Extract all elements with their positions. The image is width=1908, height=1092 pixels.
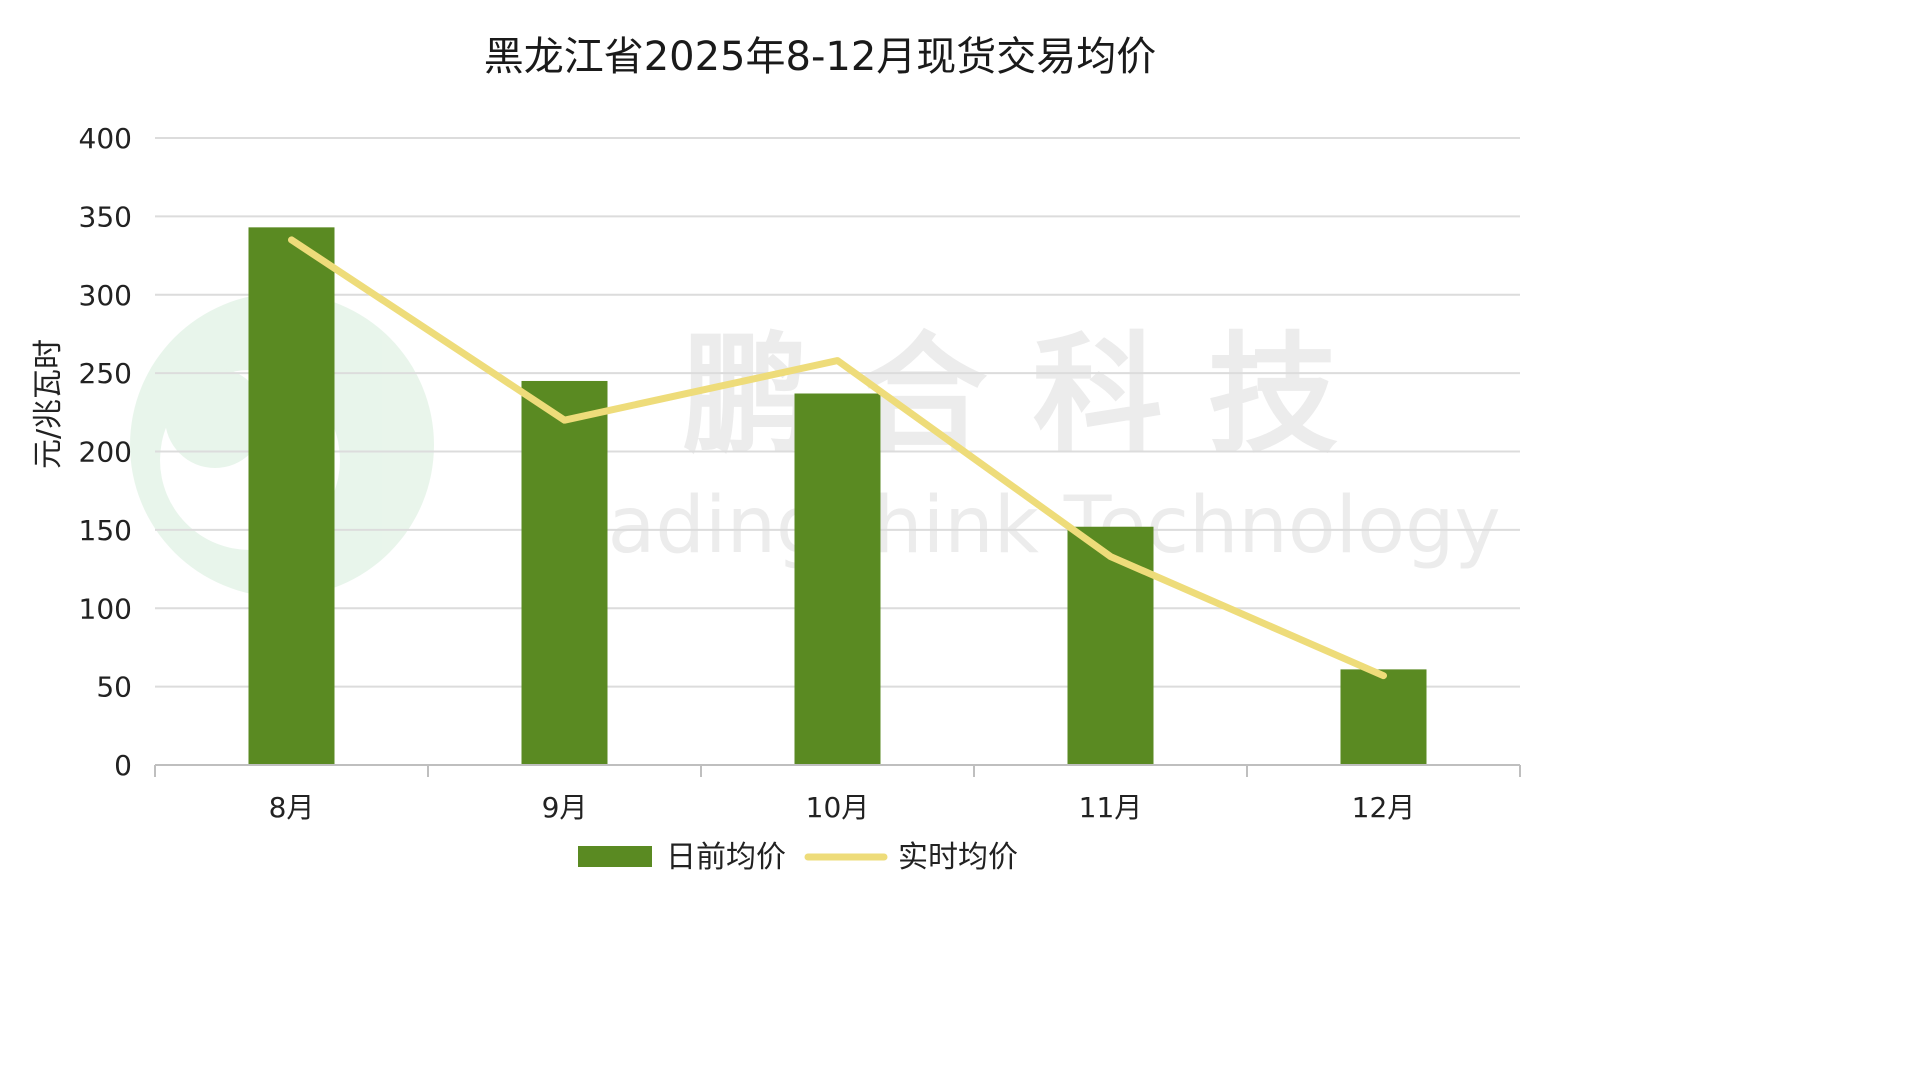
- y-tick-label: 350: [79, 200, 132, 233]
- legend: 日前均价 实时均价: [578, 840, 1018, 875]
- y-tick-label: 200: [79, 436, 132, 469]
- chart-canvas: 鹏 合 科 技 TradingThink Technology 黑龙江省2025…: [31, 34, 1521, 875]
- x-tick-label: 11月: [1079, 791, 1143, 824]
- line-point: [1381, 673, 1386, 678]
- y-axis-title: 元/兆瓦时: [31, 339, 66, 469]
- bar: [1067, 526, 1154, 765]
- y-tick-label: 50: [96, 671, 132, 704]
- line-point: [835, 358, 840, 363]
- x-tick-label: 12月: [1352, 791, 1416, 824]
- line-point: [1108, 554, 1113, 559]
- y-tick-label: 0: [114, 749, 132, 782]
- x-tick-label: 8月: [269, 791, 315, 824]
- watermark-en: TradingThink Technology: [538, 481, 1500, 571]
- bar: [1340, 669, 1427, 765]
- y-tick-label: 300: [79, 279, 132, 312]
- bar-series: [248, 227, 1427, 765]
- legend-swatch-bar: [578, 846, 652, 867]
- x-tick-labels: 8月 9月 10月 11月 12月: [269, 791, 1416, 824]
- bar: [248, 227, 335, 765]
- line-point: [562, 418, 567, 423]
- watermark-cn: 鹏 合 科 技: [682, 319, 1338, 471]
- chart-title: 黑龙江省2025年8-12月现货交易均价: [484, 34, 1157, 80]
- line-point: [289, 237, 294, 242]
- y-tick-label: 400: [79, 122, 132, 155]
- axes: [154, 764, 1521, 777]
- bar: [521, 380, 608, 765]
- legend-label-line: 实时均价: [898, 840, 1018, 875]
- line-series: [288, 236, 1387, 680]
- bar: [794, 393, 881, 765]
- x-tick-label: 9月: [542, 791, 588, 824]
- y-tick-labels: 0 50 100 150 200 250 300 350 400: [79, 122, 132, 782]
- x-tick-label: 10月: [806, 791, 870, 824]
- y-tick-label: 250: [79, 357, 132, 390]
- legend-label-bar: 日前均价: [666, 840, 786, 875]
- y-tick-label: 150: [79, 514, 132, 547]
- y-tick-label: 100: [79, 592, 132, 625]
